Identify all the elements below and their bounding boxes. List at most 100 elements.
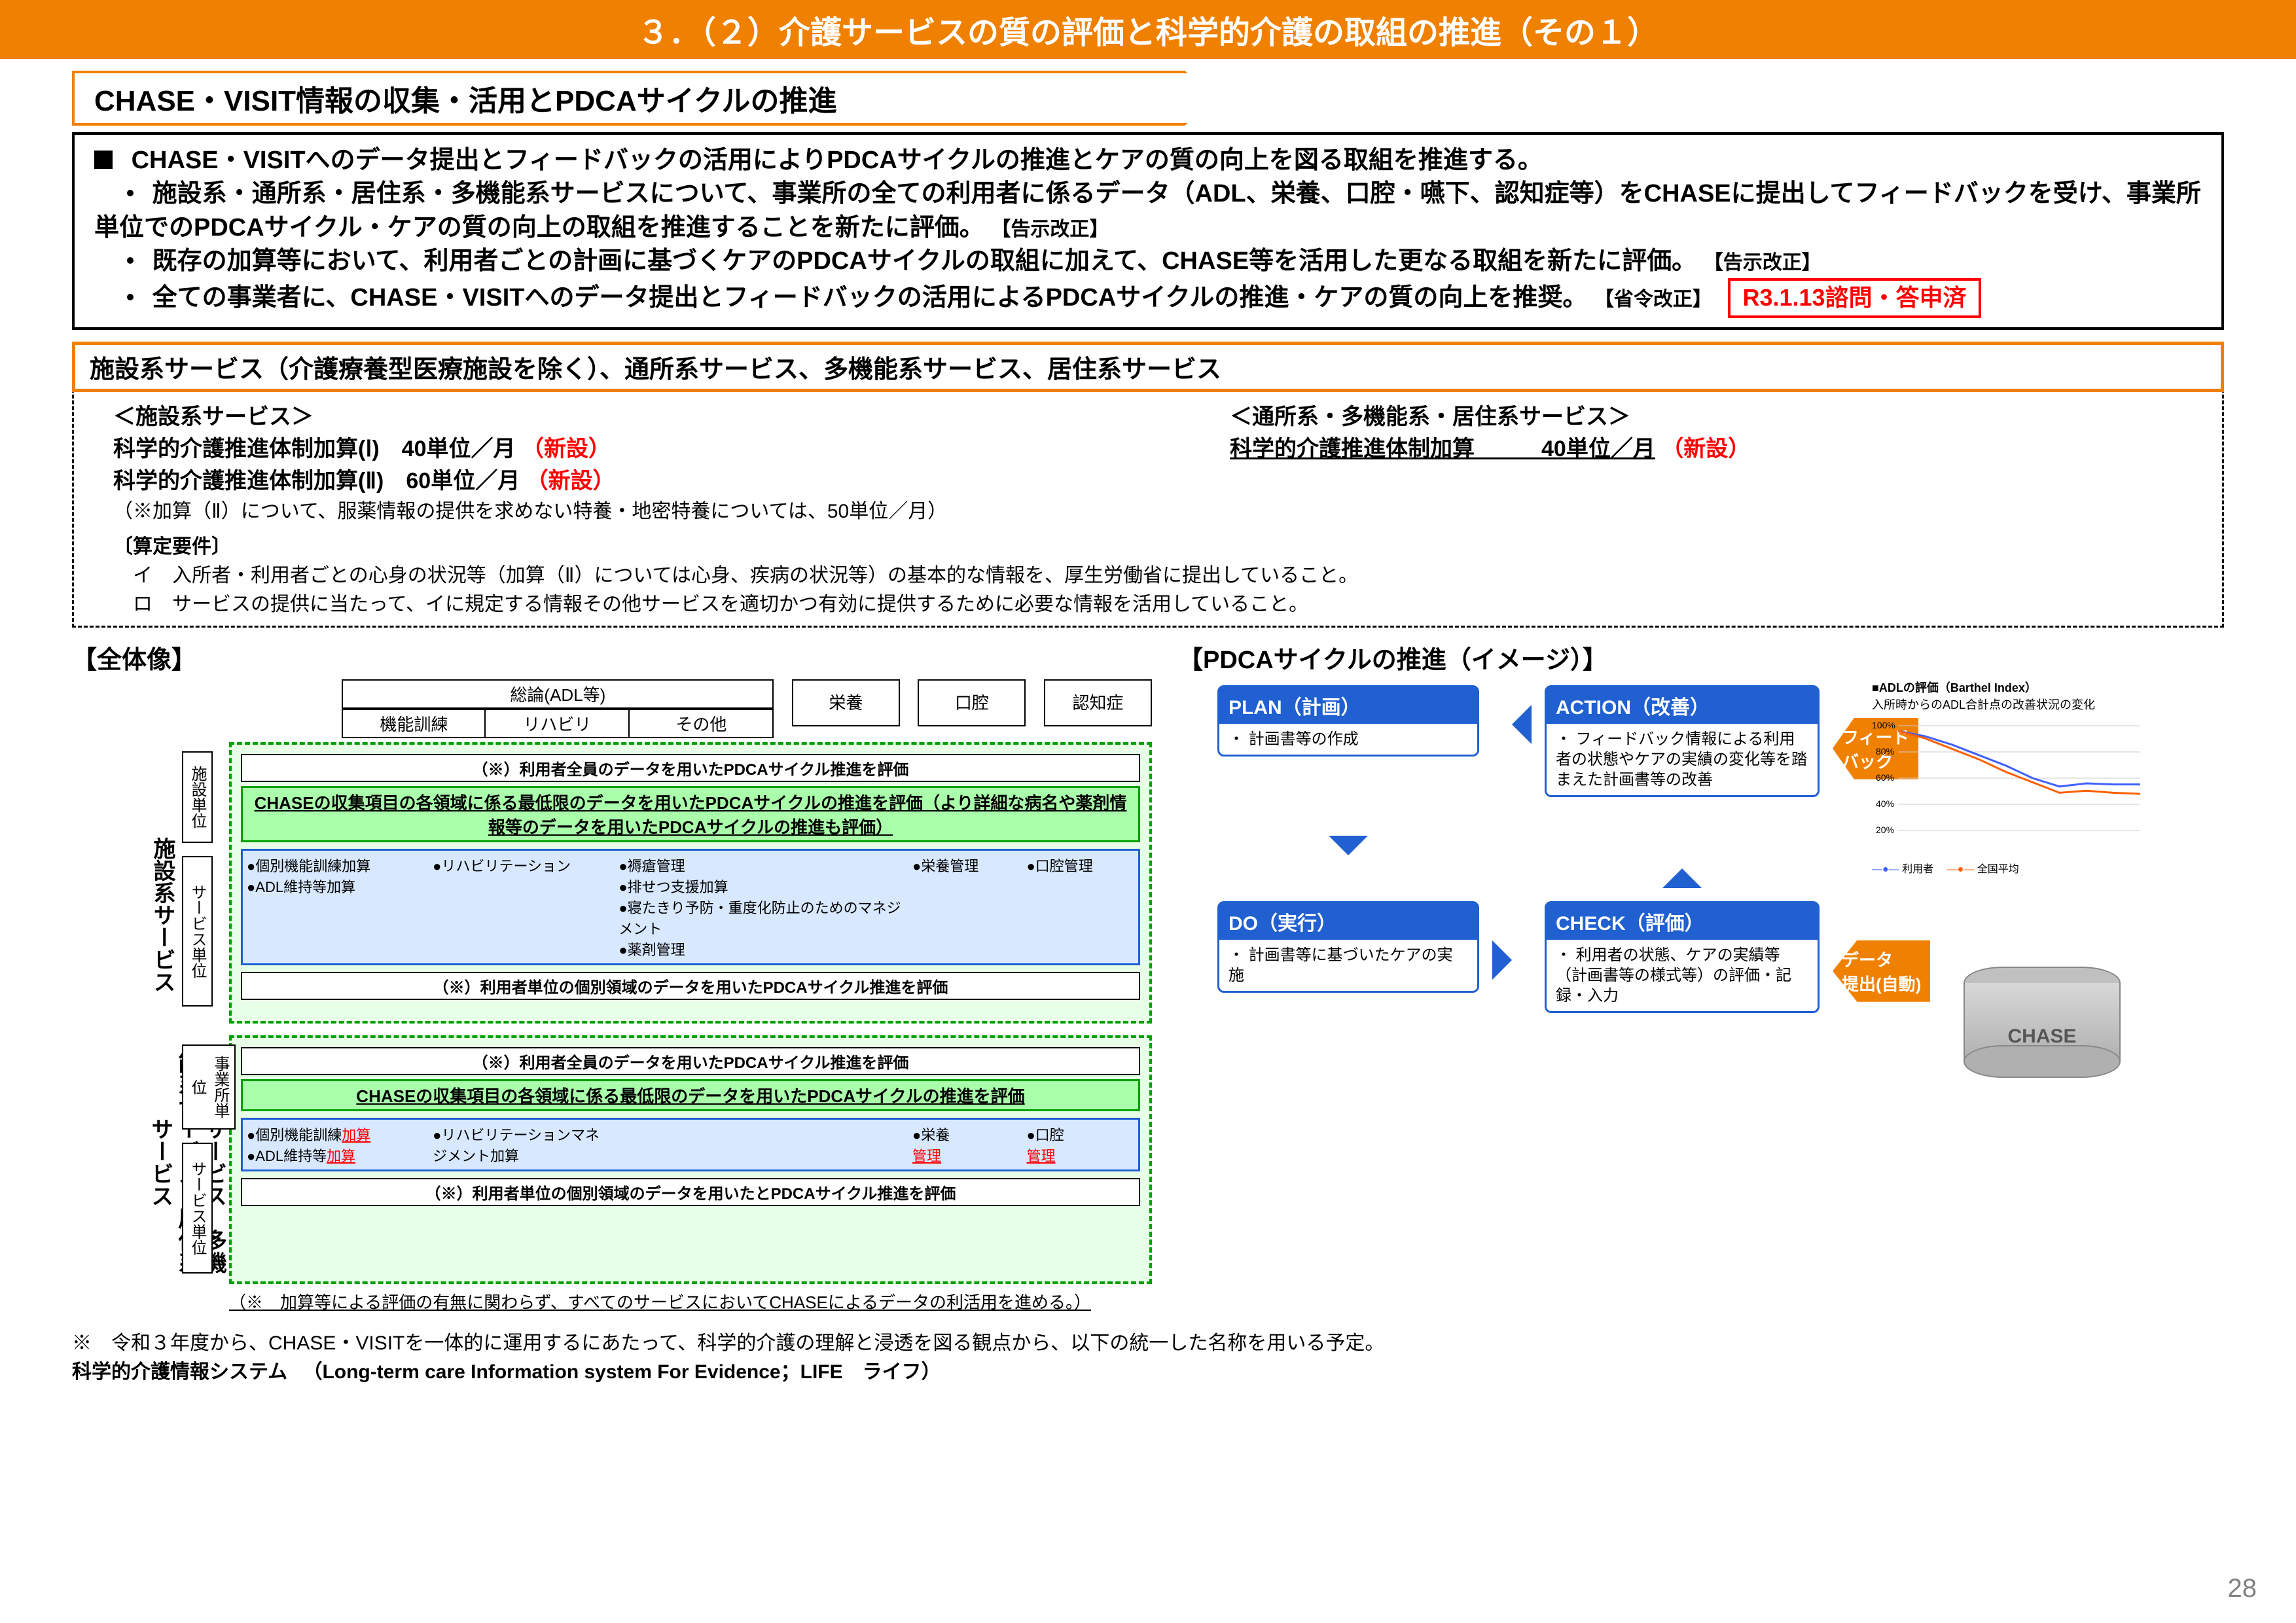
pdca-do-body: ・ 計画書等に基づいたケアの実施 bbox=[1219, 940, 1477, 991]
main-b1: 施設系・通所系・居住系・多機能系サービスについて、事業所の全ての利用者に係るデー… bbox=[94, 180, 2201, 241]
arrow-icon bbox=[1329, 836, 1368, 875]
seg-2a: ●個別機能訓練加算 ●ADL維持等加算 bbox=[247, 1124, 426, 1166]
band2: CHASEの収集項目の各領域に係る最低限のデータを用いたPDCAサイクルの推進を… bbox=[241, 786, 1140, 842]
arrow-icon bbox=[1492, 940, 1532, 980]
overview-header-row: 総論(ADL等) 機能訓練 リハビリ その他 栄養 口腔 認知症 bbox=[288, 679, 1152, 738]
unit-service-b: サービス単位 bbox=[182, 1143, 213, 1274]
main-b3-tag: 【省令改正】 bbox=[1594, 289, 1712, 310]
blue-box-2: ●個別機能訓練加算 ●ADL維持等加算 ●リハビリテーションマネジメント加算 ●… bbox=[241, 1118, 1140, 1171]
facility-block: 施設系サービス 施設単位 サービス単位 （※）利用者全員のデータを用いたPDCA… bbox=[229, 742, 1152, 1024]
seg-2d: ●栄養管理 bbox=[912, 1124, 1020, 1166]
band3: （※）利用者単位の個別領域のデータを用いたPDCAサイクル推進を評価 bbox=[241, 972, 1140, 1000]
pdca-check: CHECK（評価） ・ 利用者の状態、ケアの実績等（計画書等の様式等）の評価・記… bbox=[1545, 901, 1820, 1014]
subtitle-text: CHASE・VISIT情報の収集・活用とPDCAサイクルの推進 bbox=[94, 85, 837, 117]
tag-data-submit: データ 提出(自動) bbox=[1833, 940, 1930, 1002]
main-summary-box: CHASE・VISITへのデータ提出とフィードバックの活用によりPDCAサイクル… bbox=[72, 132, 2224, 330]
db-label: CHASE bbox=[1964, 1026, 2121, 1048]
service-section-box: 施設系サービス（介護療養型医療施設を除く）、通所系サービス、多機能系サービス、居… bbox=[72, 342, 2224, 628]
pdca-do-hdr: DO（実行） bbox=[1219, 903, 1477, 940]
hdr-span: 総論(ADL等) bbox=[342, 679, 774, 709]
left-line1b: （新設） bbox=[522, 437, 611, 461]
overview-panel: 【全体像】 総論(ADL等) 機能訓練 リハビリ その他 栄養 口腔 認知症 施… bbox=[72, 639, 1152, 1313]
svg-text:40%: 40% bbox=[1876, 798, 1894, 809]
hdr-c3: その他 bbox=[630, 709, 774, 738]
left-col-title: ＜施設系サービス＞ bbox=[113, 399, 1066, 431]
unit-service-a: サービス単位 bbox=[182, 856, 213, 1007]
left-line2b: （新設） bbox=[526, 469, 615, 493]
bullet-icon bbox=[127, 294, 134, 300]
pdca-check-hdr: CHECK（評価） bbox=[1547, 903, 1818, 940]
seg-1d: ●栄養管理 bbox=[912, 855, 1020, 959]
pdca-plan-hdr: PLAN（計画） bbox=[1219, 687, 1477, 724]
right-line1a: 科学的介護推進体制加算 40単位／月 bbox=[1230, 437, 1655, 461]
band1: （※）利用者全員のデータを用いたPDCAサイクル推進を評価 bbox=[241, 754, 1140, 782]
pdca-do: DO（実行） ・ 計画書等に基づいたケアの実施 bbox=[1217, 901, 1479, 993]
unit-facility: 施設単位 bbox=[182, 751, 213, 843]
svg-text:80%: 80% bbox=[1876, 746, 1894, 757]
right-col-title: ＜通所系・多機能系・居住系サービス＞ bbox=[1230, 399, 2183, 431]
main-b3: 全ての事業者に、CHASE・VISITへのデータ提出とフィードバックの活用による… bbox=[152, 284, 1588, 312]
seg-2c bbox=[619, 1124, 906, 1166]
svg-text:20%: 20% bbox=[1876, 825, 1894, 835]
pdca-title: 【PDCAサイクルの推進（イメージ）】 bbox=[1178, 639, 2224, 675]
main-b2: 既存の加算等において、利用者ごとの計画に基づくケアのPDCAサイクルの取組に加え… bbox=[152, 247, 1697, 275]
blue-box-1: ●個別機能訓練加算 ●ADL維持等加算 ●リハビリテーション ●褥瘡管理 ●排せ… bbox=[241, 849, 1140, 965]
svc-label-facility: 施設系サービス bbox=[147, 797, 179, 1033]
bottom-note-2b: （Long-term care Information system For E… bbox=[312, 1361, 941, 1383]
req-ro: ロ サービスの提供に当たって、イに規定する情報その他サービスを適切かつ有効に提供… bbox=[133, 588, 2183, 616]
overview-footnote: （※ 加算等による評価の有無に関わらず、すべてのサービスにおいてCHASEによる… bbox=[229, 1289, 1152, 1313]
band4: （※）利用者全員のデータを用いたPDCAサイクル推進を評価 bbox=[241, 1047, 1140, 1075]
svg-text:60%: 60% bbox=[1876, 772, 1894, 783]
bottom-note-2a: 科学的介護情報システム bbox=[72, 1361, 287, 1383]
hdr-c1: 機能訓練 bbox=[342, 709, 486, 738]
bottom-notes: ※ 令和３年度から、CHASE・VISITを一体的に運用するにあたって、科学的介… bbox=[72, 1327, 2224, 1384]
adl-mini-chart: ■ADLの評価（Barthel Index） 入所時からのADL合計点の改善状況… bbox=[1872, 679, 2147, 875]
hdr-c4: 栄養 bbox=[792, 679, 900, 726]
overview-title: 【全体像】 bbox=[72, 639, 1152, 675]
pdca-plan-body: ・ 計画書等の作成 bbox=[1219, 724, 1477, 755]
req-i: イ 入所者・利用者ごとの心身の状況等（加算（Ⅱ）については心身、疾病の状況等）の… bbox=[133, 559, 2183, 588]
community-block: 通所系サービス 多機能系サービス 居住系サービス 事業所単位 サービス単位 （※… bbox=[229, 1035, 1152, 1284]
seg-1e: ●口腔管理 bbox=[1027, 855, 1135, 959]
chart-svg: 100% 80% 60% 40% 20% bbox=[1872, 713, 2147, 857]
bullet-icon bbox=[127, 257, 134, 264]
main-lead: CHASE・VISITへのデータ提出とフィードバックの活用によりPDCAサイクル… bbox=[132, 147, 1543, 174]
seg-1b: ●リハビリテーション bbox=[433, 855, 612, 959]
pdca-action: ACTION（改善） ・ フィードバック情報による利用者の状態やケアの実績の変化… bbox=[1545, 685, 1820, 798]
pdca-action-hdr: ACTION（改善） bbox=[1547, 687, 1818, 724]
left-line1a: 科学的介護推進体制加算(Ⅰ) 40単位／月 bbox=[113, 437, 516, 461]
hdr-c5: 口腔 bbox=[918, 679, 1026, 726]
pdca-action-body: ・ フィードバック情報による利用者の状態やケアの実績の変化等を踏まえた計画書等の… bbox=[1547, 724, 1818, 796]
hdr-c2: リハビリ bbox=[486, 709, 630, 738]
band5: CHASEの収集項目の各領域に係る最低限のデータを用いたPDCAサイクルの推進を… bbox=[241, 1079, 1140, 1111]
right-line1b: （新設） bbox=[1661, 437, 1750, 461]
band6: （※）利用者単位の個別領域のデータを用いたとPDCAサイクル推進を評価 bbox=[241, 1178, 1140, 1206]
seg-1c: ●褥瘡管理 ●排せつ支援加算 ●寝たきり予防・重度化防止のためのマネジメント ●… bbox=[619, 855, 906, 959]
req-title: 〔算定要件〕 bbox=[113, 530, 2183, 559]
chart-sub: 入所時からのADL合計点の改善状況の変化 bbox=[1872, 696, 2147, 713]
left-note: （※加算（Ⅱ）について、服薬情報の提供を求めない特養・地密特養については、50単… bbox=[113, 495, 1066, 524]
page-title-bar: ３．（２）介護サービスの質の評価と科学的介護の取組の推進（その１） bbox=[0, 0, 2296, 59]
page-number: 28 bbox=[2228, 1574, 2257, 1603]
seg-2b: ●リハビリテーションマネジメント加算 bbox=[433, 1124, 612, 1166]
chase-database-icon: CHASE bbox=[1964, 967, 2121, 1084]
pdca-plan: PLAN（計画） ・ 計画書等の作成 bbox=[1217, 685, 1479, 757]
chart-legend: ―●― 利用者 ―●― 全国平均 bbox=[1872, 860, 2147, 876]
bottom-note-1: ※ 令和３年度から、CHASE・VISITを一体的に運用するにあたって、科学的介… bbox=[72, 1327, 2224, 1355]
diagram-area: 【全体像】 総論(ADL等) 機能訓練 リハビリ その他 栄養 口腔 認知症 施… bbox=[72, 639, 2224, 1313]
service-section-header: 施設系サービス（介護療養型医療施設を除く）、通所系サービス、多機能系サービス、居… bbox=[72, 342, 2224, 392]
chart-title: ■ADLの評価（Barthel Index） bbox=[1872, 679, 2147, 696]
seg-1a: ●個別機能訓練加算 ●ADL維持等加算 bbox=[247, 855, 426, 959]
subtitle-pentagon: CHASE・VISIT情報の収集・活用とPDCAサイクルの推進 bbox=[72, 71, 1217, 126]
main-b2-tag: 【告示改正】 bbox=[1704, 252, 1821, 274]
main-b1-tag: 【告示改正】 bbox=[991, 219, 1109, 240]
unit-business: 事業所単位 bbox=[182, 1044, 236, 1130]
hdr-c6: 認知症 bbox=[1044, 679, 1152, 726]
seg-2e: ●口腔管理 bbox=[1027, 1124, 1135, 1166]
pdca-panel: 【PDCAサイクルの推進（イメージ）】 PLAN（計画） ・ 計画書等の作成 A… bbox=[1178, 639, 2224, 1313]
bullet-icon bbox=[127, 190, 134, 196]
red-status-box: R3.1.13諮問・答申済 bbox=[1728, 278, 1981, 318]
pdca-check-body: ・ 利用者の状態、ケアの実績等（計画書等の様式等）の評価・記録・入力 bbox=[1547, 940, 1818, 1012]
svg-text:100%: 100% bbox=[1872, 720, 1895, 730]
square-bullet-icon bbox=[94, 151, 113, 169]
